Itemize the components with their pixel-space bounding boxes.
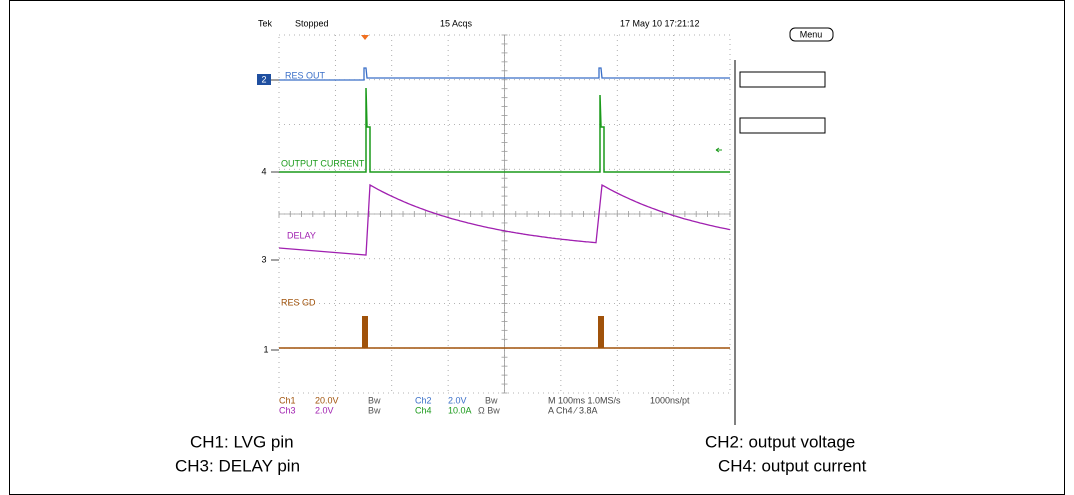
menu-button[interactable] [789,27,834,42]
readout: 10.0A [448,405,472,415]
ch2-trace [279,67,730,81]
channel-marker: 4 [261,166,266,176]
readout: A Ch4 ⁄ 3.8A [548,405,598,415]
ch1-pulse [362,316,368,348]
readout: 20.0V [315,395,339,405]
caption: CH4: output current [718,456,867,475]
caption: CH1: LVG pin [190,432,294,451]
frame [9,0,1065,495]
ch3-trace [278,183,731,256]
ch2-marker-box [257,74,271,85]
screen-border [278,34,731,394]
timestamp: 17 May 10 17:21:12 [620,18,700,28]
acquisitions: 15 Acqs [440,18,473,28]
ch4-trace [279,87,730,173]
softkey[interactable] [739,117,826,134]
readout: Bw [368,405,381,415]
readout: Ch3 [279,405,296,415]
level-arrow [715,147,722,153]
softkey[interactable] [739,71,826,88]
trigger-marker [361,35,369,40]
readout: 2.0V [315,405,334,415]
readout: Ch4 [415,405,432,415]
channel-marker: 1 [263,344,268,354]
readouts: Ch1 20.0V Bw Ch2 2.0V Bw M 100ms 1.0MS/s 1000ns… [279,395,690,415]
readout: Ω Bw [478,405,500,415]
menu-label: Menu [800,29,823,39]
status: Stopped [295,18,329,28]
graticule [278,34,731,394]
caption: CH2: output voltage [705,432,855,451]
ch1-pulse [598,316,604,348]
readout: Ch1 [279,395,296,405]
readout: Ch2 [415,395,432,405]
trace-label: RES OUT [285,70,326,80]
readout: 1000ns/pt [650,395,690,405]
trace-label: RES GD [281,297,316,307]
trace-label: OUTPUT CURRENT [281,158,365,168]
readout: Bw [368,395,381,405]
channel-marker: 2 [261,74,266,84]
readout: Bw [485,395,498,405]
channel-marker: 3 [261,254,266,264]
brand: Tek [258,18,273,28]
trace-label: DELAY [287,230,316,240]
marker-arrows [271,79,279,351]
readout: M 100ms 1.0MS/s [548,395,621,405]
caption: CH3: DELAY pin [175,456,300,475]
readout: 2.0V [448,395,467,405]
